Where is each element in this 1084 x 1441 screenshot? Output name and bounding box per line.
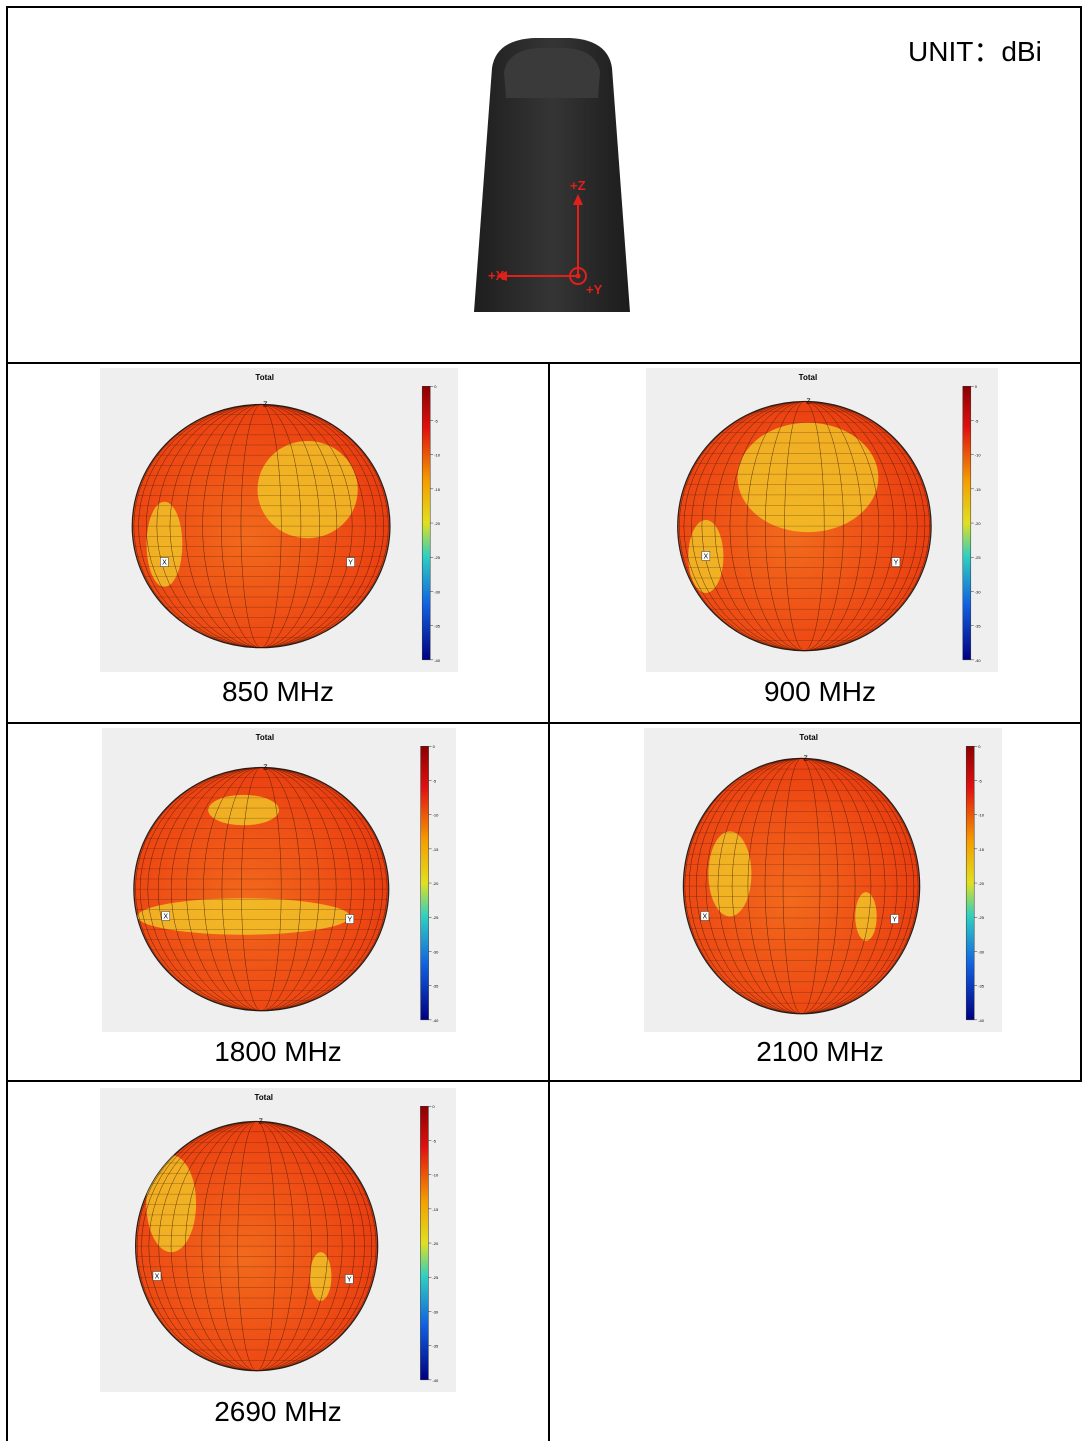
scale-tick-label: -35 — [978, 984, 985, 989]
scale-tick-label: -10 — [978, 813, 985, 818]
scale-tick-label: -10 — [434, 453, 441, 458]
marker-x: X — [162, 560, 167, 567]
pattern-plot: Total Z X Y 0 -5 -10 -15 -20 -25 -30 -35 -40 — [677, 373, 982, 663]
scale-tick-label: -5 — [432, 1138, 436, 1143]
marker-y: Y — [347, 917, 352, 924]
table-row-divider — [6, 1080, 1082, 1082]
marker-y: Y — [347, 1277, 352, 1284]
scale-tick-label: -35 — [432, 1344, 439, 1349]
scale-tick-label: -40 — [432, 1378, 439, 1383]
scale-tick-label: -25 — [975, 555, 982, 560]
marker-z: Z — [806, 398, 811, 405]
pattern-title: Total — [799, 373, 818, 382]
pattern-plot: Total Z X Y 0 -5 -10 -15 -20 -25 -30 -35 -40 — [131, 373, 441, 663]
radiation-pattern-900: Total Z X Y 0 -5 -10 -15 -20 -25 -30 -35 -40 — [646, 368, 998, 672]
marker-y: Y — [348, 560, 353, 567]
color-scale-bar — [420, 1105, 429, 1381]
scale-tick-label: -25 — [433, 915, 440, 920]
radiation-pattern-2690: Total Z X Y 0 -5 -10 -15 -20 -25 -30 -35 -40 — [100, 1088, 456, 1392]
radiation-pattern-1800: Total Z X Y 0 -5 -10 -15 -20 -25 -30 -35 -40 — [102, 728, 456, 1032]
scale-tick-label: -15 — [434, 487, 441, 492]
marker-y: Y — [894, 560, 899, 567]
scale-tick-label: -25 — [978, 915, 985, 920]
marker-z: Z — [259, 1118, 264, 1125]
marker-z: Z — [263, 401, 268, 408]
table-column-divider — [548, 362, 550, 1441]
axis-label-z: +Z — [570, 178, 586, 193]
scale-tick-label: 0 — [434, 384, 437, 389]
marker-x: X — [703, 913, 708, 920]
scale-tick-label: -30 — [433, 949, 440, 954]
scale-tick-label: -30 — [432, 1309, 439, 1314]
marker-z: Z — [263, 765, 268, 772]
scale-tick-label: -10 — [975, 453, 982, 458]
scale-tick-label: -40 — [433, 1018, 440, 1023]
scale-tick-label: -40 — [434, 658, 441, 663]
marker-x: X — [704, 553, 709, 560]
scale-tick-label: -30 — [978, 949, 985, 954]
scale-tick-label: 0 — [432, 1104, 435, 1109]
scale-tick-label: -30 — [975, 589, 982, 594]
color-scale-bar — [420, 745, 429, 1021]
scale-tick-label: -35 — [433, 984, 440, 989]
pattern-plot: Total Z X Y 0 -5 -10 -15 -20 -25 -30 -35 -40 — [134, 1093, 439, 1383]
axis-label-x: +X — [488, 268, 505, 283]
scale-tick-label: 0 — [975, 384, 978, 389]
radiation-pattern-2100: Total Z X Y 0 -5 -10 -15 -20 -25 -30 -35 -40 — [644, 728, 1002, 1032]
antenna-photo: +Z +X +Y — [474, 38, 630, 312]
scale-tick-label: -5 — [433, 778, 437, 783]
caption-850: 850 MHz — [221, 676, 335, 707]
marker-z: Z — [804, 755, 809, 762]
table-row-divider — [6, 722, 1082, 724]
scale-tick-label: -5 — [978, 778, 982, 783]
scale-tick-label: 0 — [433, 744, 436, 749]
scale-tick-label: -10 — [432, 1173, 439, 1178]
table-border-right — [1080, 6, 1082, 1080]
scale-tick-label: -25 — [432, 1275, 439, 1280]
color-scale-bar — [421, 385, 431, 661]
caption-2100: 2100 MHz — [756, 1036, 884, 1067]
table-row-divider — [6, 362, 1082, 364]
scale-tick-label: -15 — [432, 1207, 439, 1212]
scale-tick-label: -35 — [975, 624, 982, 629]
marker-x: X — [155, 1273, 160, 1280]
scale-tick-label: -20 — [434, 521, 441, 526]
pattern-plot: Total Z X Y 0 -5 -10 -15 -20 -25 -30 -35 -40 — [682, 733, 985, 1023]
marker-y: Y — [892, 917, 897, 924]
scale-tick-label: -15 — [433, 847, 440, 852]
marker-x: X — [163, 913, 168, 920]
pattern-title: Total — [256, 733, 275, 742]
radiation-pattern-850: Total Z X Y 0 -5 -10 -15 -20 -25 -30 -35 -40 — [100, 368, 458, 672]
pattern-title: Total — [255, 373, 274, 382]
scale-tick-label: -40 — [975, 658, 982, 663]
scale-tick-label: -35 — [434, 624, 441, 629]
axis-label-y: +Y — [586, 282, 603, 297]
scale-tick-label: -5 — [434, 418, 438, 423]
scale-tick-label: -15 — [975, 487, 982, 492]
pattern-title: Total — [799, 733, 818, 742]
caption-1800: 1800 MHz — [214, 1036, 342, 1067]
scale-tick-label: -20 — [975, 521, 982, 526]
scale-tick-label: -30 — [434, 589, 441, 594]
caption-900: 900 MHz — [763, 676, 877, 707]
scale-tick-label: -10 — [433, 813, 440, 818]
color-scale-bar — [962, 385, 972, 661]
color-scale-bar — [965, 745, 975, 1021]
scale-tick-label: -15 — [978, 847, 985, 852]
scale-tick-label: -20 — [978, 881, 985, 886]
pattern-title: Total — [255, 1093, 274, 1102]
scale-tick-label: -20 — [432, 1241, 439, 1246]
pattern-plot: Total Z X Y 0 -5 -10 -15 -20 -25 -30 -35 -40 — [133, 733, 440, 1023]
scale-tick-label: 0 — [978, 744, 981, 749]
caption-2690: 2690 MHz — [214, 1396, 342, 1427]
unit-label: UNIT：dBi — [908, 36, 1042, 67]
table-border-top — [6, 6, 1082, 8]
scale-tick-label: -25 — [434, 555, 441, 560]
scale-tick-label: -20 — [433, 881, 440, 886]
scale-tick-label: -5 — [975, 418, 979, 423]
scale-tick-label: -40 — [978, 1018, 985, 1023]
